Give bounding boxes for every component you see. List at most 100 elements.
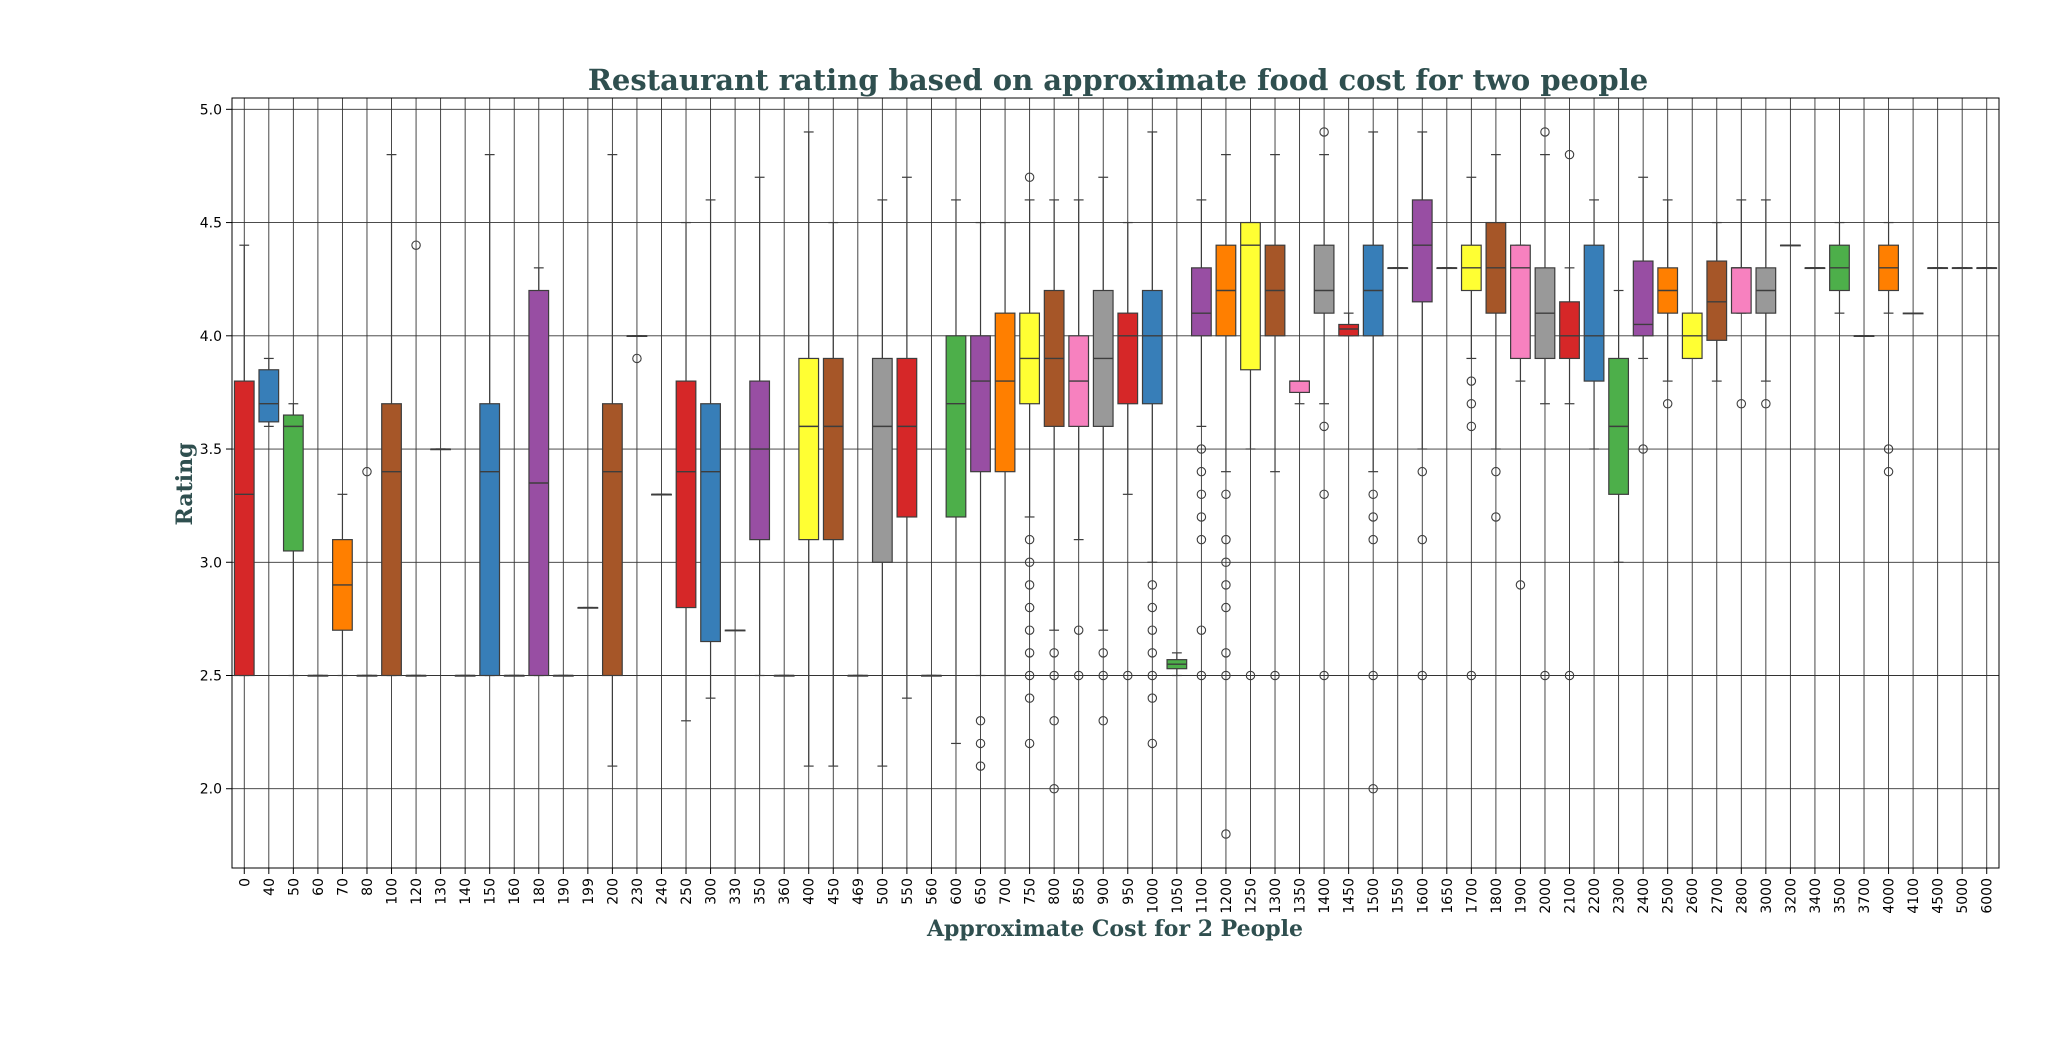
box-iqr xyxy=(749,380,771,541)
box-1550 xyxy=(1387,267,1409,270)
x-tick-label: 360 xyxy=(777,878,793,905)
x-tick-label: 50 xyxy=(286,878,302,896)
x-tick-label: 3700 xyxy=(1857,878,1873,914)
box-350 xyxy=(749,176,771,677)
outlier-point xyxy=(1024,172,1035,183)
box-550 xyxy=(896,176,918,699)
box-3700 xyxy=(1853,335,1875,337)
x-tick-label: 4500 xyxy=(1931,878,1947,914)
outlier-point xyxy=(1196,625,1207,635)
box-iqr xyxy=(994,312,1016,473)
outlier-point xyxy=(1024,648,1035,658)
x-tick-label: 160 xyxy=(507,878,523,905)
box-iqr xyxy=(970,335,991,473)
x-tick-label: 190 xyxy=(556,878,572,905)
outlier-point xyxy=(1319,421,1329,432)
outlier-point xyxy=(1049,783,1059,794)
x-tick-label: 40 xyxy=(262,878,278,896)
outlier-point xyxy=(1319,670,1329,681)
box-2600 xyxy=(1681,312,1703,360)
outlier-point xyxy=(1368,489,1378,500)
outlier-point xyxy=(1319,489,1329,500)
plot-frame xyxy=(231,97,2000,869)
outlier-point xyxy=(1245,670,1256,681)
outlier-point xyxy=(1196,466,1207,477)
box-iqr xyxy=(1313,244,1335,314)
y-axis-ticks: 2.0 2.5 3.0 3.5 4.0 4.5 5.0 xyxy=(200,102,232,798)
x-tick-label: 0 xyxy=(237,878,253,887)
box-2400 xyxy=(1632,176,1654,454)
x-tick-label: 600 xyxy=(949,878,965,905)
y-tick-label: 2.5 xyxy=(200,669,222,685)
x-tick-label: 2200 xyxy=(1587,878,1603,914)
box-iqr xyxy=(479,403,501,677)
box-200 xyxy=(601,154,623,767)
x-tick-label: 1600 xyxy=(1415,878,1431,914)
y-tick-label: 2.0 xyxy=(200,782,222,798)
box-240 xyxy=(651,493,672,496)
box-3400 xyxy=(1804,267,1826,270)
outlier-point xyxy=(1073,670,1084,681)
x-tick-label: 330 xyxy=(728,878,744,905)
box-iqr xyxy=(1583,244,1605,382)
x-tick-label: 2300 xyxy=(1612,878,1628,914)
outlier-point xyxy=(1761,398,1771,409)
outlier-point xyxy=(1515,580,1526,590)
box-1450 xyxy=(1338,312,1360,337)
outlier-point xyxy=(1540,127,1550,137)
outlier-point xyxy=(1466,376,1477,386)
box-469 xyxy=(847,674,869,677)
x-tick-label: 250 xyxy=(679,878,695,905)
outlier-point xyxy=(1221,602,1231,613)
outlier-point xyxy=(1736,398,1747,409)
box-1300 xyxy=(1264,154,1286,681)
outlier-point xyxy=(1024,580,1035,590)
box-1350 xyxy=(1289,380,1310,405)
x-tick-label: 200 xyxy=(605,878,621,905)
box-iqr xyxy=(1338,323,1360,337)
x-tick-label: 2600 xyxy=(1685,878,1701,914)
box-190 xyxy=(552,674,574,677)
outlier-point xyxy=(1147,602,1158,613)
box-1650 xyxy=(1436,267,1458,270)
box-iqr xyxy=(1730,267,1752,314)
outlier-point xyxy=(1221,648,1231,658)
outlier-point xyxy=(1221,829,1231,839)
box-2200 xyxy=(1583,199,1605,450)
box-150 xyxy=(479,154,501,677)
x-tick-label: 1050 xyxy=(1170,878,1186,914)
outlier-point xyxy=(1196,512,1207,522)
box-iqr xyxy=(282,414,304,552)
outlier-point xyxy=(1368,783,1378,794)
outlier-point xyxy=(1024,557,1035,568)
box-1050 xyxy=(1166,652,1188,677)
x-tick-label: 1350 xyxy=(1293,878,1309,914)
x-tick-label: 80 xyxy=(360,878,376,896)
x-tick-label: 1450 xyxy=(1342,878,1358,914)
box-iqr xyxy=(601,403,623,677)
outlier-point xyxy=(1073,625,1084,635)
outlier-point xyxy=(1098,670,1108,681)
box-iqr xyxy=(1411,199,1433,303)
box-iqr xyxy=(1510,244,1531,360)
x-tick-label: 4000 xyxy=(1882,878,1898,914)
box-1900 xyxy=(1510,244,1531,590)
x-tick-label: 70 xyxy=(335,878,351,896)
box-iqr xyxy=(1240,221,1261,371)
x-tick-label: 1900 xyxy=(1513,878,1529,914)
box-3200 xyxy=(1779,244,1801,247)
x-axis-ticks: 0 40 50 60 70 80 100 120 130 140 150 160 180 190 199 20… xyxy=(237,868,1996,914)
y-tick-label: 4.5 xyxy=(200,216,222,232)
box-iqr xyxy=(1706,260,1728,341)
box-300 xyxy=(700,199,721,699)
outlier-point xyxy=(1196,444,1207,454)
x-tick-label: 5000 xyxy=(1955,878,1971,914)
box-40 xyxy=(258,357,280,427)
outlier-point xyxy=(1491,466,1501,477)
box-250 xyxy=(675,221,697,722)
outlier-point xyxy=(1196,534,1207,545)
outlier-point xyxy=(1049,716,1059,726)
x-tick-label: 199 xyxy=(581,878,597,905)
outlier-point xyxy=(1368,534,1378,545)
outlier-point xyxy=(1024,738,1035,749)
